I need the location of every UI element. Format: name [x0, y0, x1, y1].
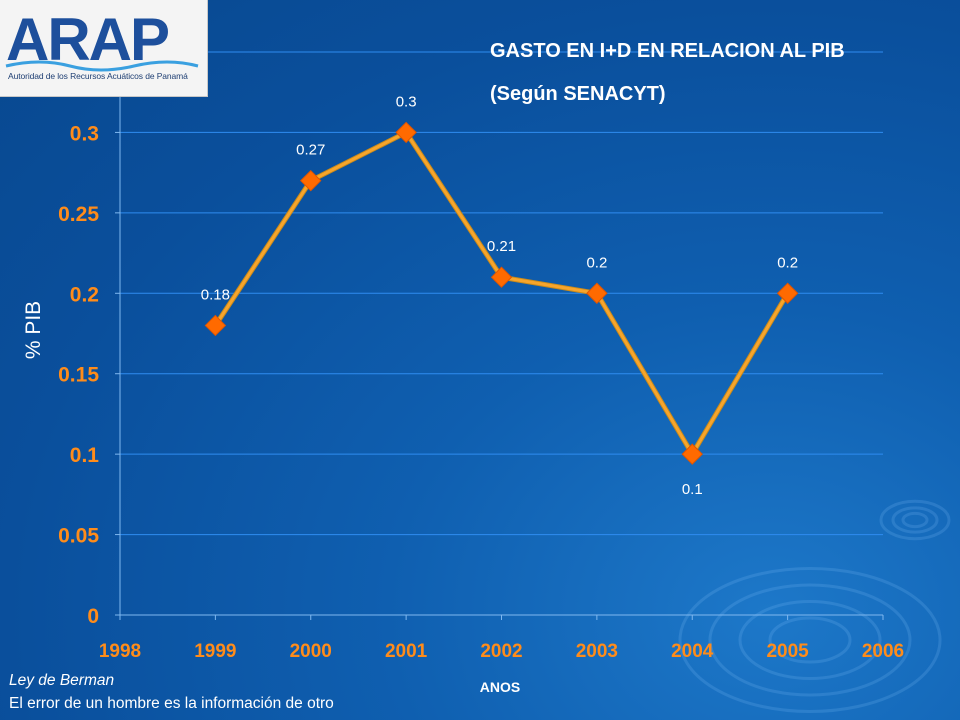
ripple-ring — [891, 506, 939, 534]
x-tick-label: 1998 — [99, 641, 141, 662]
data-point-marker — [395, 121, 417, 144]
gridlines — [120, 51, 883, 536]
x-tick-label: 2006 — [862, 641, 904, 662]
data-labels: 0.18 0.27 0.3 0.21 0.2 0.1 0.2 — [201, 93, 798, 498]
footer-law: Ley de Berman — [9, 672, 115, 689]
data-label: 0.2 — [777, 254, 798, 271]
y-tick-label: 0.1 — [70, 444, 100, 467]
axes — [115, 51, 884, 620]
x-tick-label: 2004 — [671, 641, 714, 662]
y-tick-labels: 00.050.10.150.20.250.30.35 — [58, 42, 99, 628]
data-label: 0.18 — [201, 286, 230, 303]
ripple-ring — [738, 600, 882, 680]
y-tick-label: 0 — [87, 605, 99, 628]
data-label: 0.2 — [586, 254, 607, 271]
data-label: 0.3 — [396, 93, 417, 110]
data-point-marker — [776, 282, 799, 304]
x-tick-labels: 1998 1999 2000 2001 2002 2003 2004 2005 2006 — [99, 641, 904, 662]
y-tick-label: 0.15 — [58, 364, 99, 387]
y-axis-label: % PIB — [22, 301, 45, 359]
x-axis-label: ANOS — [480, 679, 520, 695]
x-tick-label: 2003 — [576, 641, 618, 662]
arap-wordmark-graphic: ARAP — [5, 6, 199, 73]
data-point-marker — [681, 443, 703, 465]
y-tick-label: 0.25 — [58, 203, 99, 226]
x-tick-label: 2000 — [290, 641, 332, 662]
series-0 — [204, 121, 799, 465]
ripple-ring — [768, 616, 852, 664]
data-point-marker — [490, 266, 513, 288]
data-point-marker — [300, 169, 322, 192]
y-tick-label: 0.05 — [58, 525, 99, 548]
ripple-ring — [678, 567, 942, 713]
ripple-ring — [879, 499, 951, 541]
chart-title: GASTO EN I+D EN RELACION AL PIB — [490, 40, 845, 62]
x-tick-label: 2005 — [766, 641, 809, 662]
x-tick-label: 1999 — [194, 641, 236, 662]
y-tick-label: 0.3 — [70, 122, 99, 145]
data-label: 0.21 — [487, 238, 516, 255]
data-point-marker — [586, 282, 608, 304]
ripple-ring — [708, 583, 912, 697]
x-tick-label: 2001 — [385, 641, 428, 662]
ripple-ring — [901, 511, 929, 529]
chart-subtitle: (Según SENACYT) — [490, 83, 666, 105]
data-label: 0.1 — [682, 481, 703, 498]
y-tick-label: 0.2 — [70, 283, 99, 306]
logo-subtitle: Autoridad de los Recursos Acuáticos de P… — [8, 71, 188, 81]
data-point-marker — [204, 314, 227, 337]
footer-quote: El error de un hombre es la información … — [9, 695, 334, 712]
x-tick-label: 2002 — [480, 641, 522, 662]
data-label: 0.27 — [296, 142, 325, 159]
water-ripple-decoration — [678, 499, 951, 713]
arap-logo: ARAP Autoridad de los Recursos Acuáticos… — [0, 0, 208, 97]
